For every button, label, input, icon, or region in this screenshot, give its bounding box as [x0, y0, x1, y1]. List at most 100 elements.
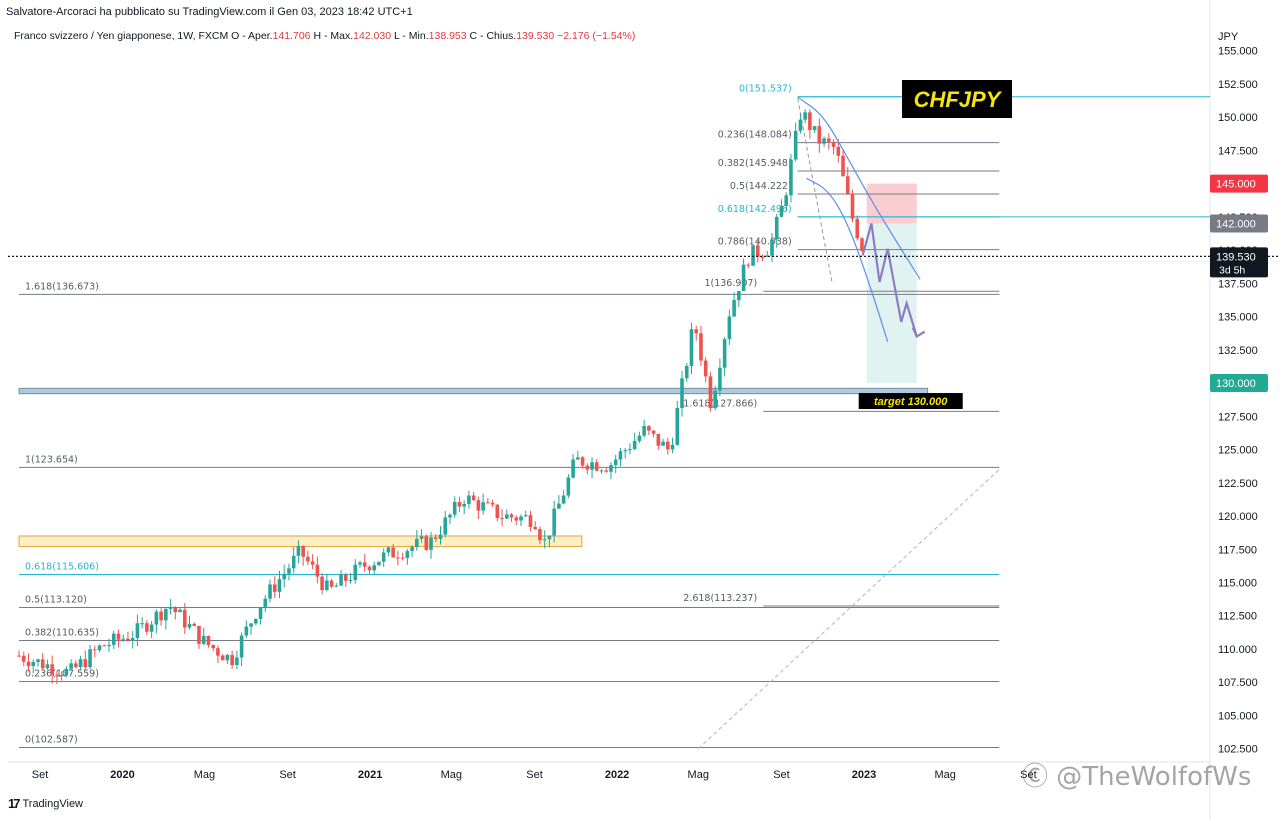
time-tick-label: Mag	[441, 769, 462, 781]
candle-body	[182, 609, 187, 628]
candle-body	[722, 339, 727, 368]
target-label: target 130.000	[874, 396, 948, 408]
candle-body	[519, 516, 523, 521]
channel-curve-1	[806, 177, 889, 343]
candle-body	[457, 501, 462, 507]
dashed-fib-trend	[797, 98, 833, 284]
time-tick-label: Set	[773, 769, 790, 781]
candle-body	[149, 624, 154, 632]
candle-body	[855, 218, 860, 239]
price-tick-label: 150.000	[1218, 112, 1258, 124]
candle-body	[438, 534, 443, 539]
candle-body	[789, 159, 793, 196]
candle-body	[486, 502, 490, 504]
candle-body	[339, 574, 343, 586]
time-tick-label: 2021	[358, 769, 382, 781]
candle-body	[557, 503, 561, 509]
price-tick-label: 137.500	[1218, 278, 1258, 290]
candle-body	[201, 635, 206, 644]
candle-body	[732, 300, 736, 317]
candle-body	[429, 537, 433, 550]
candle-body	[164, 608, 168, 621]
candle-body	[329, 580, 334, 587]
bar-countdown: 3d 5h	[1219, 264, 1245, 276]
candle-body	[17, 655, 21, 657]
candle-body	[69, 663, 73, 669]
candle-body	[609, 465, 613, 472]
time-tick-label: 2023	[852, 769, 876, 781]
candle-body	[258, 607, 263, 619]
candle-body	[92, 649, 97, 651]
candle-body	[727, 316, 732, 340]
candle-body	[827, 138, 831, 142]
symbol-name: Franco svizzero / Yen giapponese, 1W, FX…	[14, 30, 229, 42]
open-value: 141.706	[272, 30, 311, 42]
candle-body	[680, 378, 684, 408]
price-tick-label: 127.500	[1218, 411, 1258, 423]
candle-body	[803, 112, 807, 120]
candle-body	[50, 664, 54, 675]
candle-body	[239, 635, 244, 658]
candle-body	[647, 426, 651, 431]
price-tag-label: 130.000	[1216, 378, 1256, 390]
candle-body	[400, 557, 405, 559]
candle-body	[287, 568, 291, 574]
candle-body	[566, 477, 571, 496]
tradingview-logo[interactable]: 17 TradingView	[8, 796, 83, 811]
current-price-tag	[1210, 247, 1268, 278]
candle-body	[774, 216, 779, 240]
candle-body	[708, 376, 713, 409]
candle-body	[528, 515, 533, 527]
candle-body	[656, 433, 661, 446]
projected-path-arrowhead	[911, 327, 926, 339]
candle-body	[78, 659, 83, 668]
candle-body	[476, 500, 481, 511]
candle-body	[268, 584, 272, 599]
candle-body	[718, 367, 722, 391]
price-tick-label: 135.000	[1218, 312, 1258, 324]
candle-body	[694, 329, 699, 334]
price-tick-label: 147.500	[1218, 145, 1258, 157]
fib-level-label: 1.618(127.866)	[683, 398, 757, 409]
candle-body	[699, 333, 703, 361]
fib-level-label: 0.618(115.606)	[25, 561, 99, 572]
candle-body	[784, 195, 789, 206]
candle-body	[272, 584, 277, 592]
candle-body	[755, 245, 760, 257]
candle-body	[661, 441, 665, 446]
candle-body	[64, 668, 69, 676]
candle-body	[372, 565, 377, 571]
candle-body	[358, 562, 362, 565]
candle-body	[405, 551, 410, 558]
candle-body	[822, 138, 826, 144]
candle-body	[178, 609, 182, 613]
candle-body	[419, 536, 424, 539]
fib-level-label: 2.618(113.237)	[683, 593, 757, 604]
candle-body	[523, 515, 528, 517]
candle-body	[55, 674, 59, 676]
low-value: 138.953	[428, 30, 467, 42]
candle-body	[391, 547, 395, 558]
candle-body	[197, 625, 201, 644]
price-tick-label: 115.000	[1218, 578, 1257, 590]
candle-body	[216, 648, 220, 656]
candle-body	[415, 538, 419, 548]
candle-body	[590, 462, 594, 470]
candle-body	[26, 661, 31, 667]
close-value: 139.530	[516, 30, 555, 42]
candle-body	[689, 329, 694, 366]
high-value: 142.030	[353, 30, 392, 42]
candle-body	[798, 119, 803, 131]
time-tick-label: Set	[526, 769, 543, 781]
candle-body	[320, 576, 324, 591]
price-tick-label: 152.500	[1218, 79, 1258, 91]
candle-body	[666, 441, 670, 450]
candle-body	[618, 451, 623, 460]
candle-body	[74, 663, 78, 668]
candle-body	[675, 407, 680, 445]
support-zone	[18, 387, 929, 395]
price-tag-box	[1210, 214, 1268, 233]
candle-body	[59, 675, 64, 677]
candle-body	[348, 579, 353, 581]
